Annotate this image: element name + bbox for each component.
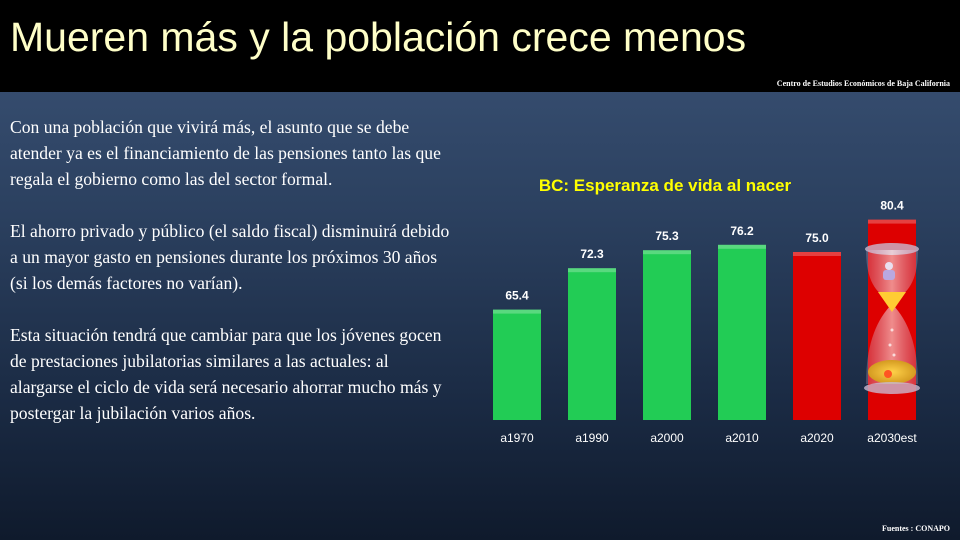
bar-highlight <box>643 250 691 255</box>
bar-highlight <box>493 309 541 314</box>
body-text: Con una población que vivirá más, el asu… <box>10 114 455 452</box>
x-tick-label: a2010 <box>725 431 759 445</box>
source-credit: Centro de Estudios Económicos de Baja Ca… <box>776 79 950 88</box>
bar-a2000 <box>643 250 691 420</box>
x-tick-label: a2030est <box>867 431 917 445</box>
bar-a2010 <box>718 244 766 420</box>
slide-title: Mueren más y la población crece menos <box>10 14 747 60</box>
x-tick-label: a1990 <box>575 431 609 445</box>
data-label: 80.4 <box>880 199 904 213</box>
x-tick-label: a2000 <box>650 431 684 445</box>
bar-a1970 <box>493 309 541 420</box>
header-bar: Mueren más y la población crece menos Ce… <box>0 0 960 92</box>
bar-highlight <box>793 252 841 256</box>
hourglass-icon <box>864 243 920 394</box>
data-label: 75.3 <box>655 229 679 243</box>
bar-highlight <box>868 219 916 224</box>
paragraph-1: Con una población que vivirá más, el asu… <box>10 117 441 189</box>
x-tick-label: a1970 <box>500 431 534 445</box>
paragraph-3: Esta situación tendrá que cambiar para q… <box>10 325 442 423</box>
bar-a1990 <box>568 268 616 420</box>
footer-source: Fuentes : CONAPO <box>882 524 950 533</box>
data-label: 76.2 <box>730 224 754 238</box>
x-tick-label: a2020 <box>800 431 834 445</box>
chart-title: BC: Esperanza de vida al nacer <box>538 176 792 195</box>
bar-highlight <box>718 244 766 249</box>
paragraph-2: El ahorro privado y público (el saldo fi… <box>10 221 450 293</box>
data-label: 75.0 <box>805 231 829 245</box>
bar-highlight <box>568 268 616 273</box>
data-label: 72.3 <box>580 247 604 261</box>
data-label: 65.4 <box>505 289 529 303</box>
bar-a2020 <box>793 252 841 420</box>
